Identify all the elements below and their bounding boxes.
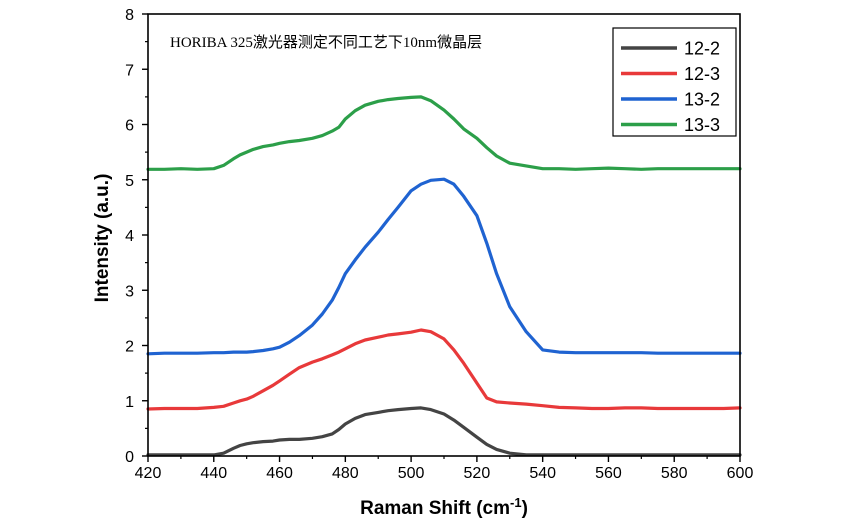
y-tick-label: 8 — [125, 7, 134, 24]
series-line-13-2 — [146, 177, 742, 356]
series-line-13-3 — [146, 95, 742, 171]
x-axis-title-main: Raman Shift (cm — [360, 498, 510, 519]
x-tick-label: 420 — [135, 465, 162, 482]
x-axis-title-end: ) — [522, 498, 528, 519]
x-tick-label: 600 — [727, 465, 754, 482]
y-tick-label: 1 — [125, 394, 134, 411]
series-layer — [146, 95, 742, 457]
x-tick-label: 520 — [464, 465, 491, 482]
legend-label-12-3: 12-3 — [684, 64, 720, 84]
ticks-layer — [142, 13, 741, 462]
y-tick-label: 5 — [125, 173, 134, 190]
x-axis-title: Raman Shift (cm-1) — [360, 495, 528, 520]
x-tick-label: 460 — [266, 465, 293, 482]
y-tick-label: 2 — [125, 339, 134, 356]
x-tick-label: 580 — [661, 465, 688, 482]
chart-annotation: HORIBA 325激光器测定不同工艺下10nm微晶层 — [170, 34, 482, 51]
series-line-12-3 — [146, 328, 742, 411]
x-axis-title-superscript: -1 — [510, 495, 522, 510]
tick-labels: 420 440 460 480 500 520 540 560 580 600 0 1 2 3 4 5 6 7 8 — [125, 7, 753, 482]
x-tick-label: 480 — [332, 465, 359, 482]
y-axis-title: Intensity (a.u.) — [92, 174, 113, 303]
legend-label-12-2: 12-2 — [684, 39, 720, 59]
y-tick-label: 7 — [125, 62, 134, 79]
y-tick-label: 4 — [125, 228, 134, 245]
y-tick-label: 0 — [125, 449, 134, 466]
legend: 12-2 12-3 13-2 13-3 — [612, 27, 737, 137]
legend-label-13-2: 13-2 — [684, 90, 720, 110]
y-tick-label: 3 — [125, 283, 134, 300]
series-line-12-2 — [146, 406, 742, 457]
legend-box — [612, 27, 737, 137]
legend-label-13-3: 13-3 — [684, 115, 720, 135]
x-tick-label: 440 — [200, 465, 227, 482]
x-tick-label: 540 — [529, 465, 556, 482]
y-tick-label: 6 — [125, 118, 134, 135]
x-tick-label: 500 — [398, 465, 425, 482]
x-tick-label: 560 — [595, 465, 622, 482]
